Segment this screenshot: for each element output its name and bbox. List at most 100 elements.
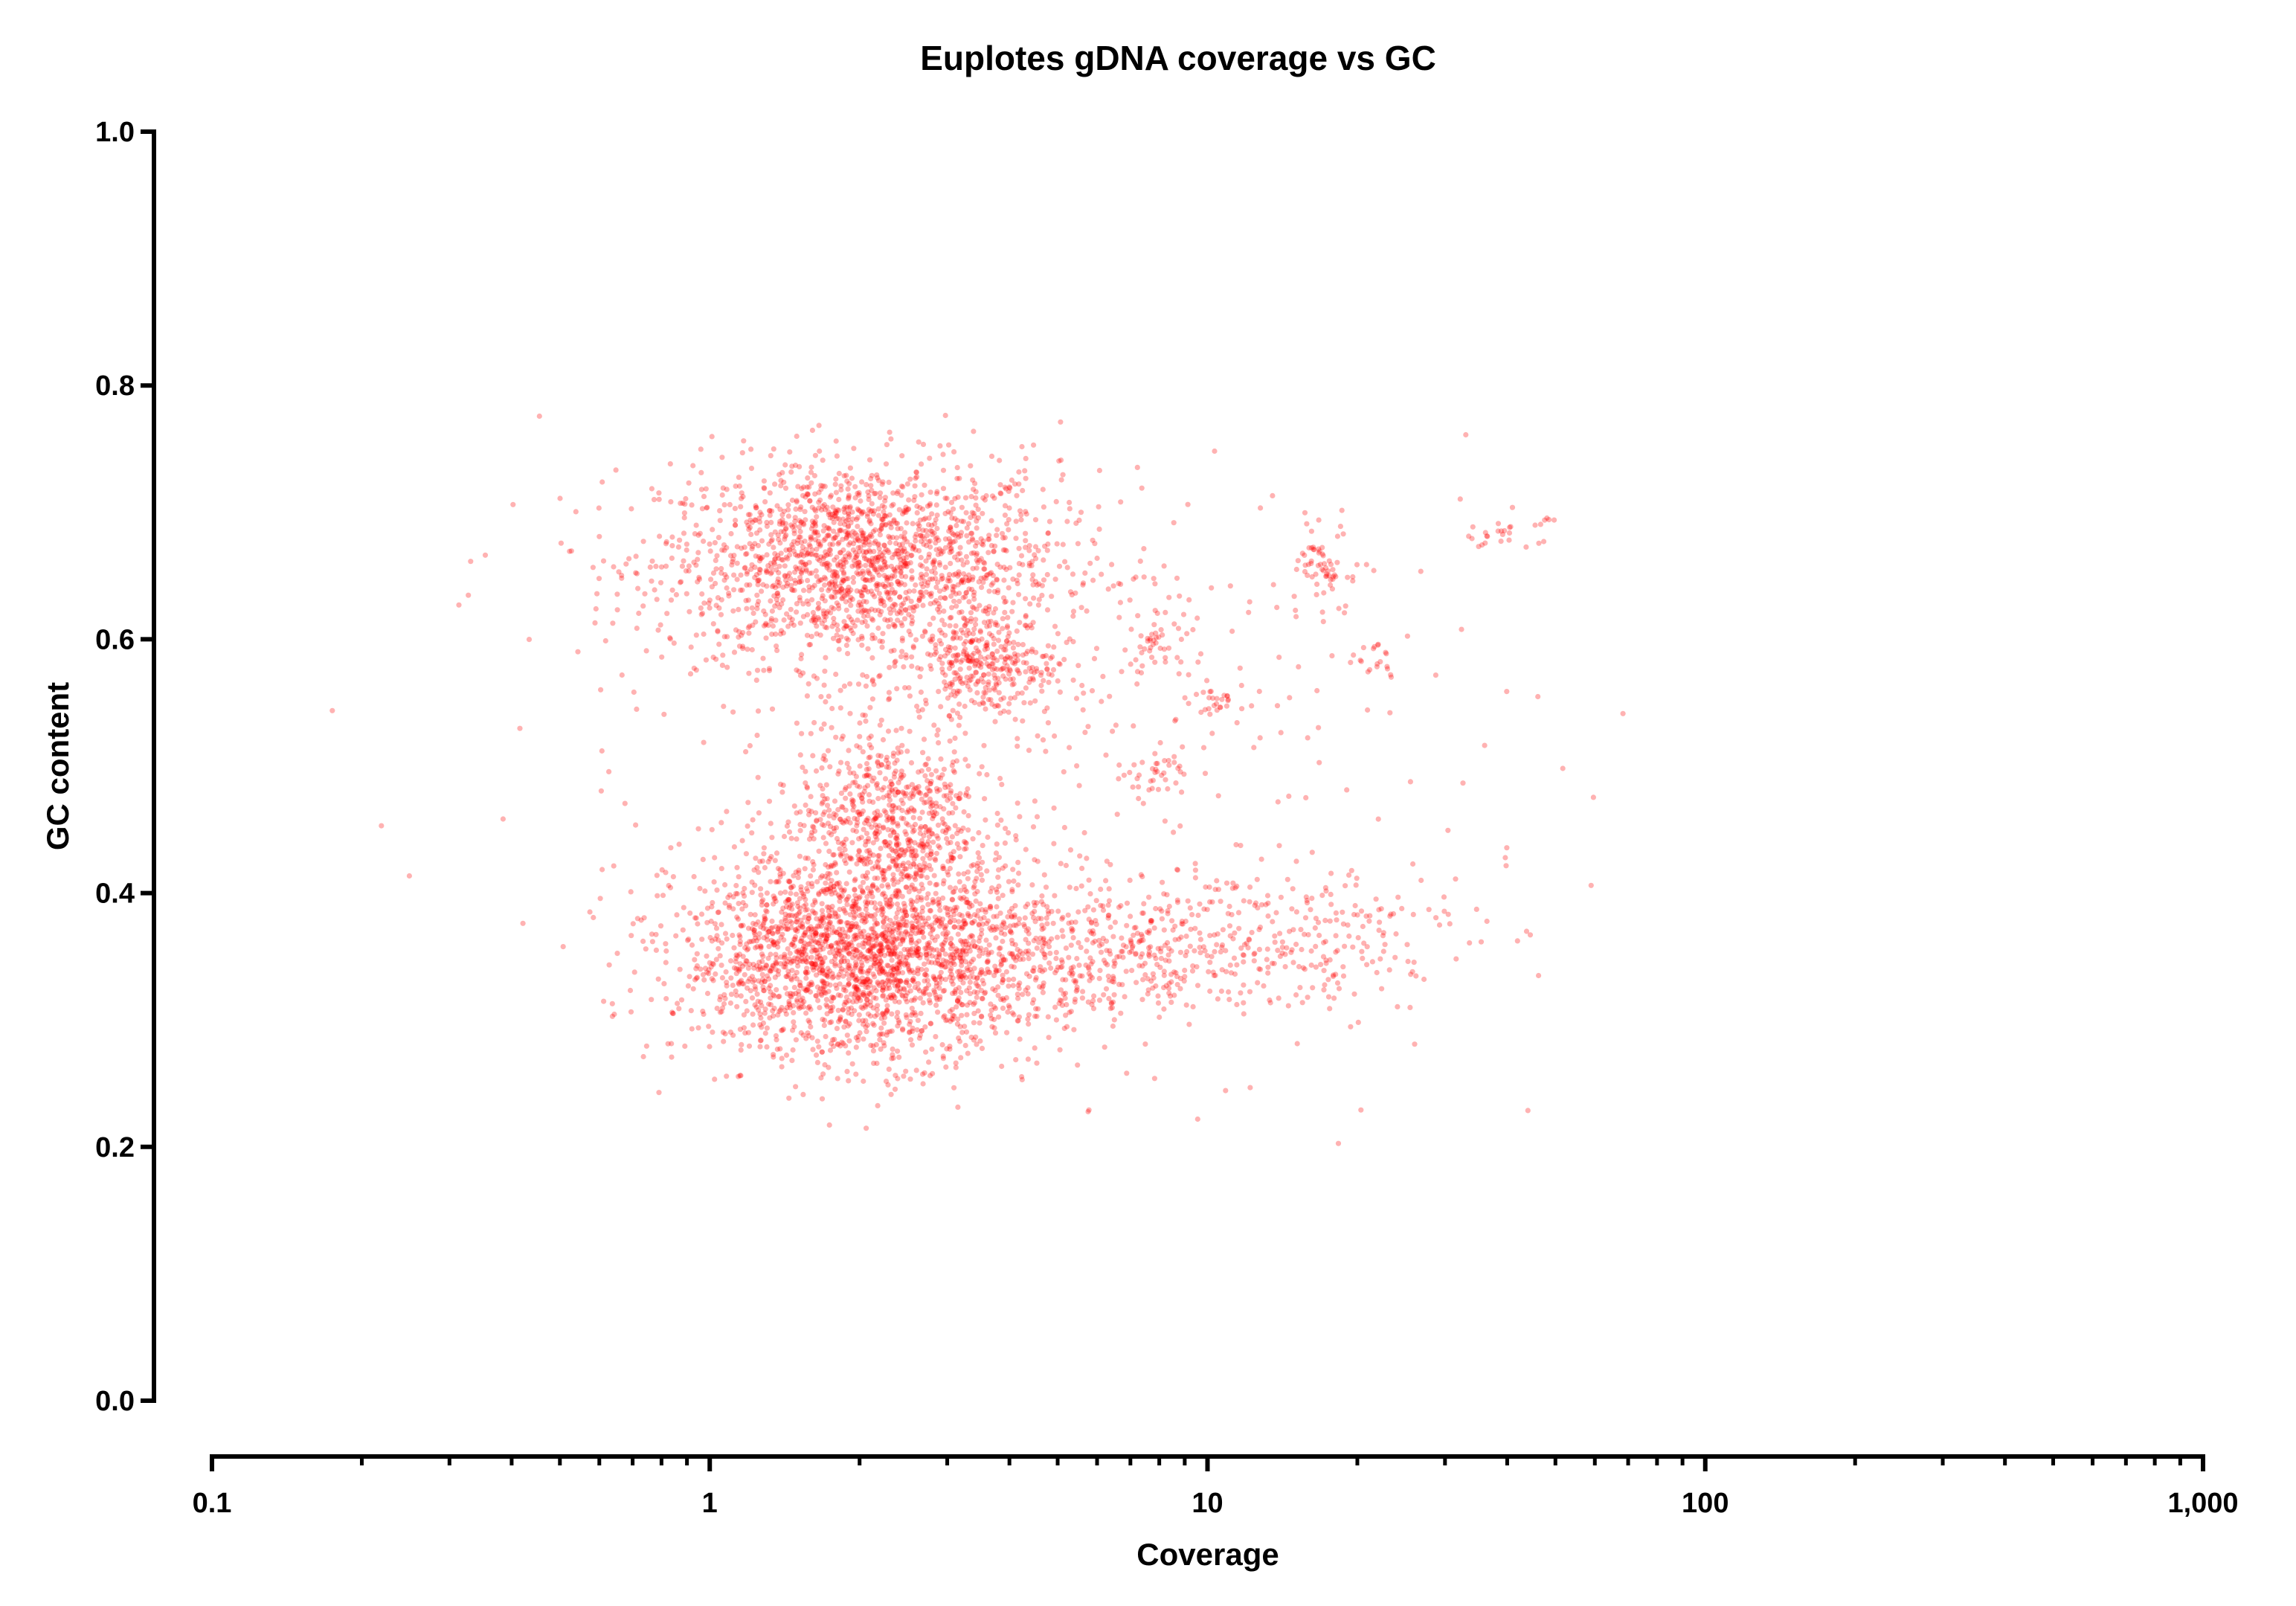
data-point (873, 567, 879, 573)
data-point (779, 1056, 785, 1061)
data-point (877, 527, 883, 533)
data-point (730, 709, 736, 715)
data-point (881, 509, 887, 515)
data-point (840, 536, 846, 542)
data-point (994, 658, 1000, 664)
data-point (721, 634, 727, 640)
data-point (657, 923, 664, 929)
data-point (1070, 935, 1076, 941)
data-point (886, 690, 892, 696)
data-point (843, 910, 849, 916)
data-point (829, 515, 835, 521)
data-point (808, 832, 814, 838)
data-point (800, 764, 805, 771)
data-point (649, 939, 656, 945)
data-point (805, 491, 811, 498)
data-point (886, 765, 892, 771)
data-point (1234, 1001, 1240, 1008)
data-point (884, 589, 890, 595)
data-point (901, 861, 907, 867)
data-point (759, 980, 765, 986)
data-point (898, 725, 904, 731)
data-point (937, 627, 943, 633)
data-point (800, 670, 806, 676)
data-point (919, 506, 926, 513)
data-point (659, 654, 665, 660)
data-point (835, 574, 840, 580)
data-point (864, 481, 869, 488)
data-point (720, 1030, 727, 1035)
data-point (691, 665, 697, 671)
data-point (710, 655, 716, 661)
data-point (994, 527, 1000, 533)
data-point (897, 565, 903, 571)
data-point (922, 536, 927, 542)
data-point (787, 912, 793, 918)
data-point (828, 492, 835, 498)
data-point (786, 547, 792, 553)
data-point (793, 462, 799, 469)
data-point (757, 1044, 763, 1050)
data-point (893, 945, 899, 951)
data-point (899, 548, 906, 554)
data-point (915, 1018, 921, 1024)
data-point (971, 428, 977, 434)
data-point (994, 822, 1000, 828)
data-point (924, 972, 930, 979)
data-point (819, 932, 825, 938)
data-point (789, 1058, 795, 1064)
data-point (866, 968, 872, 974)
data-point (837, 521, 843, 527)
data-point (872, 565, 878, 571)
data-point (859, 479, 865, 485)
data-point (747, 524, 753, 530)
data-point (808, 469, 814, 475)
data-point (677, 537, 683, 543)
data-point (772, 974, 778, 980)
data-point (1035, 547, 1041, 553)
data-point (938, 969, 944, 975)
data-point (801, 588, 807, 594)
data-point (779, 919, 785, 925)
data-point (693, 632, 699, 638)
data-point (718, 963, 724, 969)
data-point (923, 967, 930, 973)
data-point (975, 515, 981, 521)
data-point (886, 623, 892, 629)
data-point (890, 751, 896, 757)
data-point (769, 918, 775, 924)
data-point (955, 494, 961, 501)
data-point (877, 550, 883, 556)
data-point (894, 565, 900, 571)
data-point (791, 530, 797, 536)
data-point (872, 608, 878, 614)
data-point (843, 623, 849, 629)
data-point (780, 597, 786, 603)
data-point (904, 748, 910, 754)
data-point (739, 495, 745, 501)
data-point (971, 1001, 977, 1007)
data-point (828, 885, 834, 891)
data-point (914, 503, 920, 510)
data-point (881, 542, 887, 548)
data-point (898, 545, 904, 551)
data-point (829, 907, 835, 913)
data-point (886, 1066, 892, 1072)
data-point (736, 968, 742, 974)
data-point (880, 736, 887, 743)
data-point (816, 1044, 822, 1050)
data-point (663, 541, 669, 547)
data-point (942, 595, 948, 601)
data-point (889, 1011, 895, 1017)
data-point (910, 945, 916, 951)
data-point (999, 1063, 1005, 1070)
data-point (881, 1020, 887, 1026)
data-point (753, 945, 759, 951)
data-point (832, 571, 837, 578)
data-point (1124, 922, 1130, 928)
data-point (885, 574, 891, 580)
data-point (885, 826, 891, 832)
data-point (797, 983, 803, 989)
data-point (773, 567, 779, 573)
data-point (988, 453, 995, 460)
